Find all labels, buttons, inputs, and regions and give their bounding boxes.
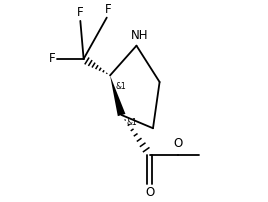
Text: O: O <box>145 186 154 199</box>
Text: O: O <box>173 137 183 150</box>
Text: NH: NH <box>131 29 148 42</box>
Polygon shape <box>110 75 125 116</box>
Text: F: F <box>77 6 84 19</box>
Text: F: F <box>105 3 112 16</box>
Text: &1: &1 <box>126 118 137 127</box>
Text: &1: &1 <box>115 82 126 91</box>
Text: F: F <box>49 52 55 65</box>
